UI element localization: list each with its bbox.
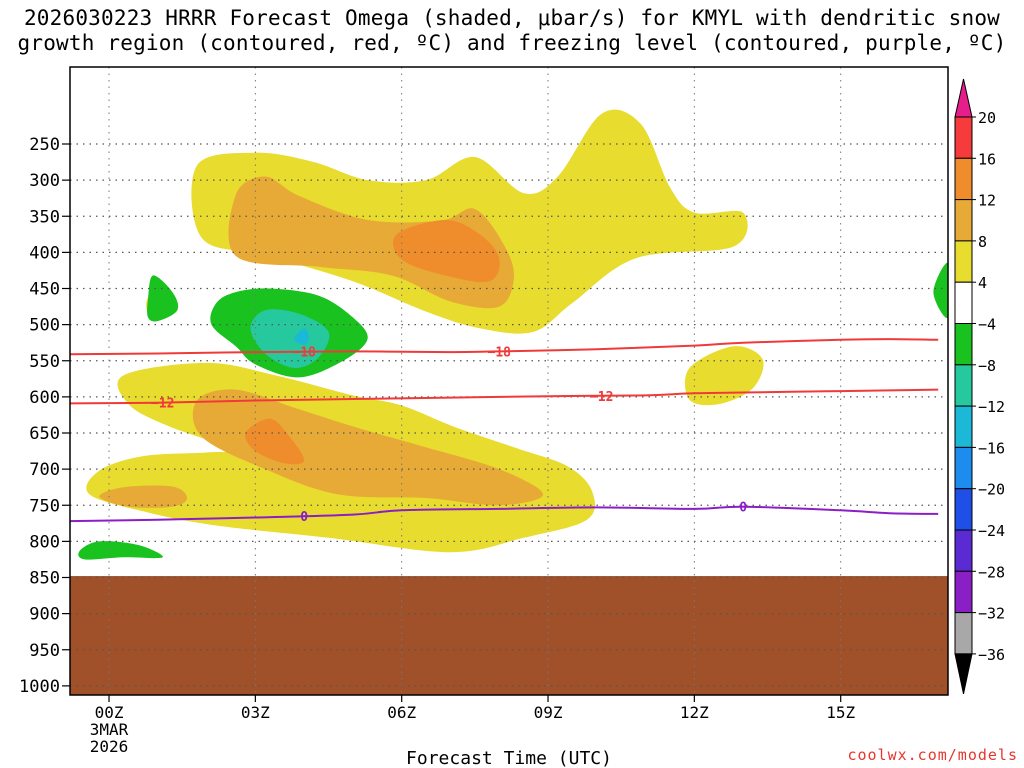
terrain-fill: [70, 576, 948, 695]
y-tick-label-500: 500: [29, 316, 60, 336]
contour-line-layer: −18 −18 −12 −12 0 0: [70, 338, 939, 525]
colorbar-label-4: 4: [978, 274, 987, 292]
colorbar-label-1: 16: [978, 150, 996, 168]
x-tick-label-03Z: 03Z: [241, 703, 270, 722]
omega-region-12-8: [245, 418, 305, 465]
x-tick-label-09Z: 09Z: [534, 703, 563, 722]
omega-region-8-5: [192, 389, 544, 506]
contour-label-0-1: −18: [488, 345, 512, 360]
colorbar-label-3: 8: [978, 233, 987, 251]
omega-region-8-6: [99, 485, 188, 508]
colorbar-label-7: −12: [978, 398, 1005, 416]
contour-line-1: [70, 388, 939, 405]
omega-shading-layer: [78, 109, 948, 560]
x-tick-label-06Z: 06Z: [387, 703, 416, 722]
colorbar-label-0: 20: [978, 109, 996, 127]
credit-text: coolwx.com/models: [847, 746, 1018, 764]
omega-region-4-2: [684, 346, 764, 406]
y-tick-label-850: 850: [29, 569, 60, 589]
colorbar-box-0: [954, 116, 973, 159]
colorbar-box-12: [954, 612, 973, 655]
colorbar-bottom-arrow: [954, 653, 973, 695]
colorbar-label-12: −32: [978, 605, 1005, 623]
y-tick-label-650: 650: [29, 424, 60, 444]
omega-region--8-13: [250, 309, 330, 369]
contour-label-2-0: 0: [300, 510, 308, 525]
colorbar: 20 16 12 8 4 −4 −8 −12 −16 −20 −24 −28 −32 −36: [954, 78, 1005, 695]
y-tick-label-700: 700: [29, 460, 60, 480]
y-tick-label-350: 350: [29, 207, 60, 227]
colorbar-box-10: [954, 529, 973, 572]
omega-region-12-7: [393, 219, 500, 283]
x-tick-label-12Z: 12Z: [680, 703, 709, 722]
contour-line-2: [70, 505, 939, 523]
contour-line-0: [70, 338, 939, 356]
colorbar-box-1: [954, 157, 973, 201]
y-tick-label-600: 600: [29, 388, 60, 408]
colorbar-box-6: [954, 364, 973, 407]
title-line-2: growth region (contoured, red, ºC) and f…: [17, 31, 1007, 55]
x-tick-label-15Z: 15Z: [826, 703, 855, 722]
colorbar-box-5: [954, 323, 973, 366]
colorbar-top-arrow: [954, 78, 973, 118]
omega-region-8-4: [228, 176, 514, 309]
contour-label-1-1: −12: [590, 390, 613, 405]
y-axis: 250 300 350 400 450 500 550 600 650 700 750 800 850 9…: [19, 135, 70, 697]
colorbar-box-11: [954, 570, 973, 614]
y-tick-label-250: 250: [29, 135, 60, 155]
colorbar-label-11: −28: [978, 563, 1005, 581]
y-tick-label-450: 450: [29, 280, 60, 300]
y-tick-label-800: 800: [29, 532, 60, 552]
colorbar-label-13: −36: [978, 646, 1005, 664]
x-tick-sublabel-date: 3MAR: [90, 720, 129, 739]
omega-region--12-14: [294, 328, 309, 345]
chart-title: 2026030223 HRRR Forecast Omega (shaded, …: [0, 6, 1024, 56]
x-tick-label-00Z: 00Z: [95, 703, 124, 722]
colorbar-label-2: 12: [978, 192, 996, 210]
contour-label-1-0: −12: [151, 397, 174, 412]
omega-region--4-12: [933, 262, 948, 319]
colorbar-box-3: [954, 240, 973, 283]
y-tick-label-550: 550: [29, 352, 60, 372]
colorbar-box-2: [954, 199, 973, 242]
contour-label-0-0: −18: [292, 346, 316, 361]
colorbar-label-9: −20: [978, 481, 1005, 499]
colorbar-box-4: [954, 281, 973, 325]
x-tick-sublabel-year: 2026: [90, 737, 129, 756]
colorbar-label-10: −24: [978, 522, 1005, 540]
y-tick-label-400: 400: [29, 243, 60, 263]
colorbar-box-9: [954, 488, 973, 531]
y-tick-label-950: 950: [29, 641, 60, 661]
colorbar-box-7: [954, 405, 973, 448]
contour-label-2-1: 0: [739, 501, 747, 516]
x-axis-label: Forecast Time (UTC): [406, 748, 612, 768]
y-tick-label-900: 900: [29, 605, 60, 625]
omega-region--4-10: [147, 275, 179, 322]
grid-layer: [70, 67, 948, 695]
colorbar-label-5: −4: [978, 316, 996, 334]
y-tick-label-1000: 1000: [19, 677, 60, 697]
omega-region--4-11: [78, 541, 163, 560]
colorbar-box-8: [954, 446, 973, 490]
title-line-1: 2026030223 HRRR Forecast Omega (shaded, …: [23, 6, 1001, 30]
colorbar-label-6: −8: [978, 357, 996, 375]
colorbar-label-8: −16: [978, 439, 1005, 457]
plot-frame: [69, 66, 949, 696]
y-tick-label-300: 300: [29, 171, 60, 191]
y-tick-label-750: 750: [29, 496, 60, 516]
terrain-layer: [70, 576, 948, 695]
